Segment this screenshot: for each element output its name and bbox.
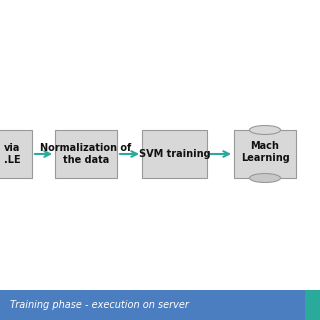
FancyBboxPatch shape <box>0 290 305 320</box>
FancyBboxPatch shape <box>0 130 32 178</box>
Ellipse shape <box>250 173 281 182</box>
FancyBboxPatch shape <box>234 130 296 178</box>
Text: Training phase - execution on server: Training phase - execution on server <box>10 300 189 310</box>
FancyBboxPatch shape <box>55 130 117 178</box>
FancyBboxPatch shape <box>142 130 207 178</box>
Ellipse shape <box>250 125 281 134</box>
Text: Normalization of
the data: Normalization of the data <box>40 143 132 165</box>
Text: Mach
Learning: Mach Learning <box>241 141 289 163</box>
FancyBboxPatch shape <box>305 290 320 320</box>
Text: SVM training: SVM training <box>139 149 210 159</box>
Text: via
.LE: via .LE <box>4 143 20 165</box>
